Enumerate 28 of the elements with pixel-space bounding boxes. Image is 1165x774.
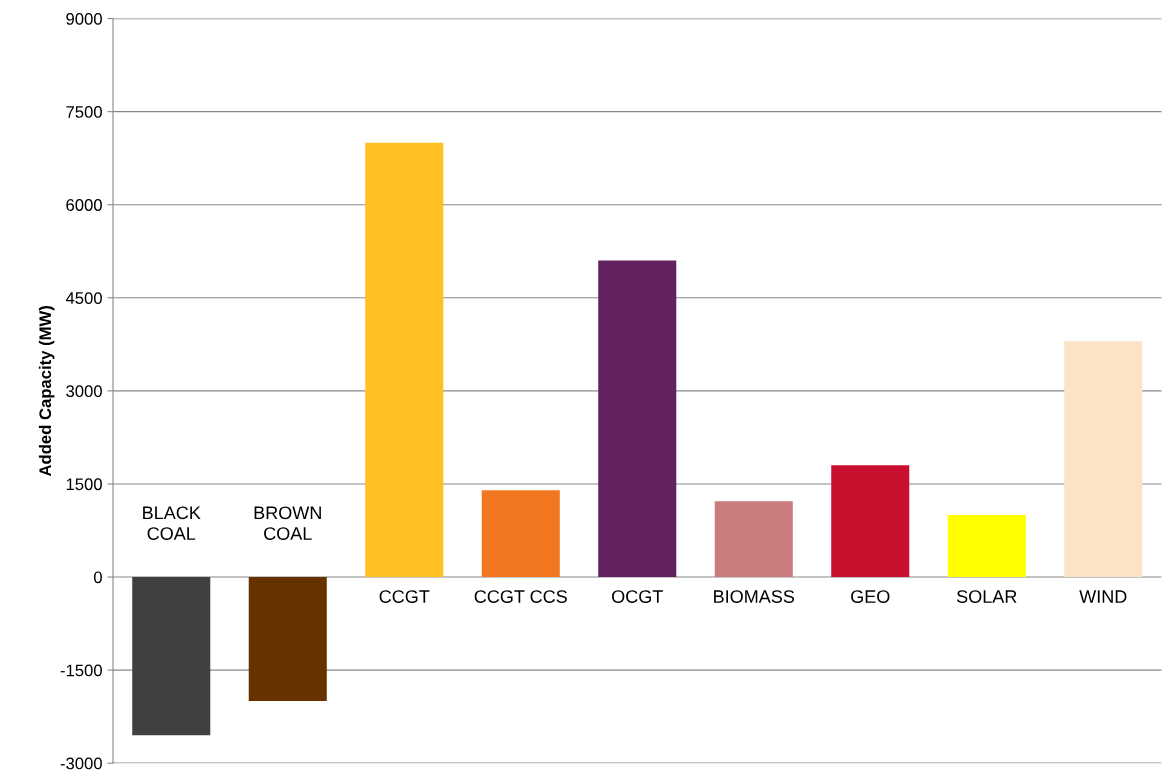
bar	[947, 514, 1026, 578]
y-tick-label: 7500	[66, 106, 102, 118]
x-tick-label: OCGT	[612, 590, 663, 603]
y-tick-label: 0	[93, 571, 102, 584]
x-tick-label: CCGT	[379, 590, 430, 603]
y-tick-label: 1500	[66, 478, 102, 491]
y-tick-label: 9000	[66, 12, 102, 25]
x-tick-label: WIND	[1079, 590, 1127, 603]
y-tick-label: 3000	[66, 385, 102, 398]
x-tick-label: BROWN COAL	[254, 506, 321, 540]
bar	[831, 465, 910, 578]
x-tick-label: GEO	[851, 590, 890, 603]
bar	[365, 142, 444, 578]
bar	[481, 490, 560, 578]
bar	[598, 260, 677, 578]
x-tick-label: BIOMASS	[714, 590, 795, 603]
x-tick-label: BLACK COAL	[143, 506, 201, 540]
bar	[1064, 341, 1143, 578]
x-tick-label: SOLAR	[956, 590, 1017, 603]
y-tick-label: -3000	[60, 757, 102, 770]
y-tick-label: -1500	[60, 664, 102, 677]
y-tick-label: 6000	[66, 199, 102, 211]
bar	[132, 577, 211, 736]
bar	[248, 577, 327, 702]
y-axis-title: Added Capacity (MW)	[38, 306, 55, 477]
x-tick-label: CCGT CCS	[474, 590, 567, 603]
y-tick-label: 4500	[65, 292, 102, 304]
bar	[714, 501, 793, 578]
